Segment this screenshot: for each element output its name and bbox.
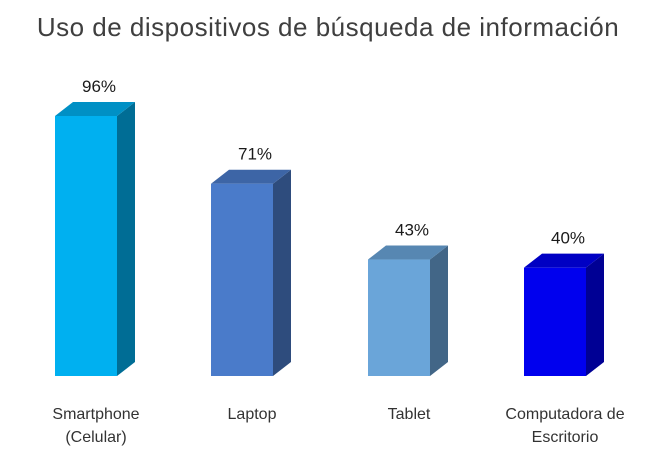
value-label: 96% (82, 77, 116, 96)
bar-1 (55, 102, 135, 376)
bar-top-face (368, 245, 448, 260)
bar-2 (211, 169, 291, 376)
value-label: 40% (551, 229, 585, 248)
bar-top-face (524, 253, 604, 268)
category-label: Laptop (228, 406, 277, 423)
category-label: (Celular) (65, 429, 126, 446)
bar-4 (524, 253, 604, 376)
value-label: 71% (238, 145, 272, 164)
chart-title: Uso de dispositivos de búsqueda de infor… (36, 12, 620, 42)
bar-top-face (211, 169, 291, 184)
bar-front-face (524, 267, 586, 376)
value-label: 43% (395, 221, 429, 240)
category-label: Smartphone (52, 406, 139, 423)
category-label: Tablet (388, 406, 431, 423)
bar-front-face (368, 259, 430, 376)
category-label: Escritorio (532, 429, 599, 446)
bar-front-face (211, 183, 273, 376)
bar-3 (368, 245, 448, 376)
bar-side-face (117, 102, 135, 376)
bar-side-face (273, 169, 291, 376)
bar-front-face (55, 116, 117, 376)
bar-top-face (55, 102, 135, 116)
category-label: Computadora de (505, 406, 624, 423)
bar-side-face (586, 253, 604, 376)
bar-side-face (430, 245, 448, 376)
